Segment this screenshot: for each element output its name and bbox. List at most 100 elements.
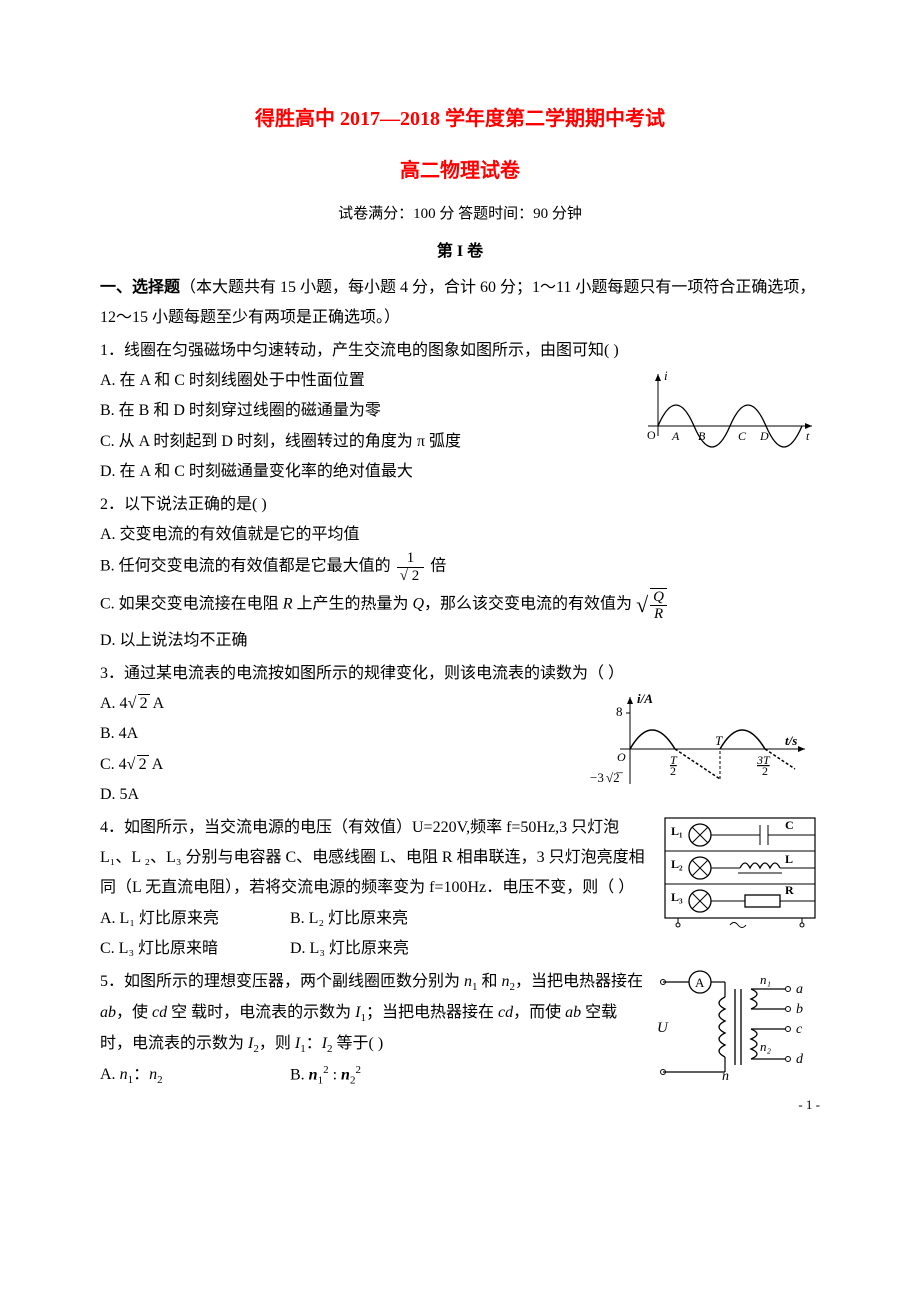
q5b-col: : [329, 1066, 341, 1083]
q5-t6: ；当把电热器接在 [366, 1004, 498, 1021]
q5-n2: n [502, 973, 510, 990]
y-tick-neg-sqrt: √2̅ [606, 770, 624, 785]
page-number: - 1 - [798, 1093, 820, 1118]
q4-figure: L₁ C L₂ L L₃ R [660, 813, 820, 939]
frac-den: 2 [397, 568, 425, 585]
question-2: 2．以下说法正确的是( ) A. 交变电流的有效值就是它的平均值 B. 任何交变… [100, 490, 820, 657]
q5-cd: cd [152, 1004, 167, 1021]
ind-l: L [785, 852, 793, 866]
voltage-u: U [657, 1020, 669, 1036]
sec-n2: n₂ [760, 1039, 772, 1054]
q5-option-b: B. n12 : n22 [290, 1060, 480, 1091]
q5b-n2s: 2 [350, 1074, 356, 1086]
section-head: 一、选择题 [100, 279, 180, 296]
frac-num: 1 [397, 550, 425, 568]
q3-a-post: A [150, 695, 165, 712]
tick-d: D [759, 429, 769, 443]
q2-c-sqrt-frac: Q R [650, 588, 667, 623]
q2-option-b: B. 任何交变电流的有效值都是它最大值的 1 2 倍 [100, 550, 820, 584]
q5-t10: 等于( ) [333, 1035, 384, 1052]
q3-stem: 3．通过某电流表的电流按如图所示的规律变化，则该电流表的读数为（ ） [100, 659, 820, 689]
q2-c-R: R [283, 596, 293, 613]
cap-c: C [785, 818, 794, 832]
lamp-l3: L₃ [671, 890, 683, 904]
q2-option-d: D. 以上说法均不正确 [100, 626, 820, 656]
q5b-pre: B. [290, 1066, 309, 1083]
q3-option-a: A. 4 2 A [100, 689, 590, 719]
lamp-l2: L₂ [671, 857, 683, 871]
q4-option-b: B. L₂ 灯比原来亮 [290, 904, 480, 934]
x-axis-label: t [806, 429, 810, 443]
q5b-n2: n [341, 1066, 350, 1083]
q5-ab: ab [100, 1004, 116, 1021]
q5-option-a: A. n1：n2 [100, 1060, 290, 1091]
x-tick-t2-den: 2 [670, 764, 676, 778]
q4-option-d: D. L₃ 灯比原来亮 [290, 934, 480, 964]
q3-c-sqrt: 2 [137, 755, 149, 773]
q5-cd2: cd [498, 1004, 513, 1021]
q5b-n1: n [309, 1066, 318, 1083]
term-b: b [796, 1002, 803, 1017]
section-marker: 第 I 卷 [100, 237, 820, 267]
q4-options-2: C. L₃ 灯比原来暗 D. L₃ 灯比原来亮 [100, 934, 650, 964]
tick-b: B [698, 429, 706, 443]
q3-option-c: C. 4 2 A [100, 750, 590, 780]
q4-option-c: C. L₃ 灯比原来暗 [100, 934, 290, 964]
q5a-n1: n [120, 1066, 128, 1083]
q3-c-pre: C. 4 [100, 756, 127, 773]
q2-stem: 2．以下说法正确的是( ) [100, 490, 820, 520]
q2-option-a: A. 交变电流的有效值就是它的平均值 [100, 520, 820, 550]
q4-options: A. L₁ 灯比原来亮 B. L₂ 灯比原来亮 [100, 904, 650, 934]
tick-c: C [738, 429, 747, 443]
q5a-col: ： [133, 1066, 149, 1083]
q5-t4: ，使 [116, 1004, 152, 1021]
y-axis-label: i/A [637, 691, 653, 706]
q2-b-fraction: 1 2 [397, 550, 425, 584]
tick-a: A [671, 429, 680, 443]
y-axis-label: i [664, 368, 668, 383]
q4-option-a: A. L₁ 灯比原来亮 [100, 904, 290, 934]
q5-t2: 和 [478, 973, 502, 990]
q5-col: ： [306, 1035, 322, 1052]
q2-c-Q: Q [412, 596, 424, 613]
lamp-l1: L₁ [671, 824, 683, 838]
term-a: a [796, 982, 803, 997]
q5-t1: 5．如图所示的理想变压器，两个副线圈匝数分别为 [100, 973, 464, 990]
sqrt-sign: √ [636, 592, 648, 617]
question-1: i O A B C D t 1．线圈在匀强磁场中匀速转动，产生交流电的图象如图所… [100, 336, 820, 488]
y-tick-8: 8 [616, 704, 623, 719]
q2-b-pre: B. 任何交变电流的有效值都是它最大值的 [100, 558, 391, 575]
exam-title-sub: 高二物理试卷 [100, 152, 820, 190]
y-tick-neg: −3 [590, 770, 604, 785]
q3-a-sqrt: 2 [138, 694, 150, 712]
q3-option-d: D. 5A [100, 780, 590, 810]
q5-t5: 空 载时，电流表的示数为 [167, 1004, 355, 1021]
q5-figure: A U n a b n₁ c d [655, 967, 820, 1098]
q1-figure: i O A B C D t [640, 366, 820, 467]
exam-info: 试卷满分：100 分 答题时间：90 分钟 [100, 200, 820, 229]
term-c: c [796, 1022, 803, 1037]
q5-t7: ，而使 [513, 1004, 565, 1021]
q2-b-post: 倍 [430, 558, 446, 575]
x-tick-t: T [715, 733, 723, 748]
q5a-pre: A. [100, 1066, 120, 1083]
ammeter-a: A [695, 975, 705, 990]
q5a-n2s: 2 [157, 1074, 163, 1086]
q3-figure: i/A 8 O −3 √2̅ T 2 T 3T 2 t/s [590, 689, 820, 810]
question-5: A U n a b n₁ c d [100, 967, 820, 1098]
q5-t9: ，则 [259, 1035, 295, 1052]
origin-label: O [617, 750, 626, 764]
sec-n1: n₁ [760, 972, 771, 987]
q3-option-b: B. 4A [100, 719, 590, 749]
res-r: R [785, 883, 794, 897]
q1-stem: 1．线圈在匀强磁场中匀速转动，产生交流电的图象如图所示，由图可知( ) [100, 336, 820, 366]
q3-a-pre: A. 4 [100, 695, 128, 712]
exam-title-main: 得胜高中 2017—2018 学年度第二学期期中考试 [100, 100, 820, 138]
q5-n1: n [464, 973, 472, 990]
q5b-n1s: 1 [318, 1074, 324, 1086]
q2-c-pre: C. 如果交变电流接在电阻 [100, 596, 283, 613]
q5a-n2: n [149, 1066, 157, 1083]
q2-c-post: ，那么该交变电流的有效值为 [424, 596, 632, 613]
frac-den: R [650, 606, 667, 623]
q3-c-post: A [149, 756, 164, 773]
